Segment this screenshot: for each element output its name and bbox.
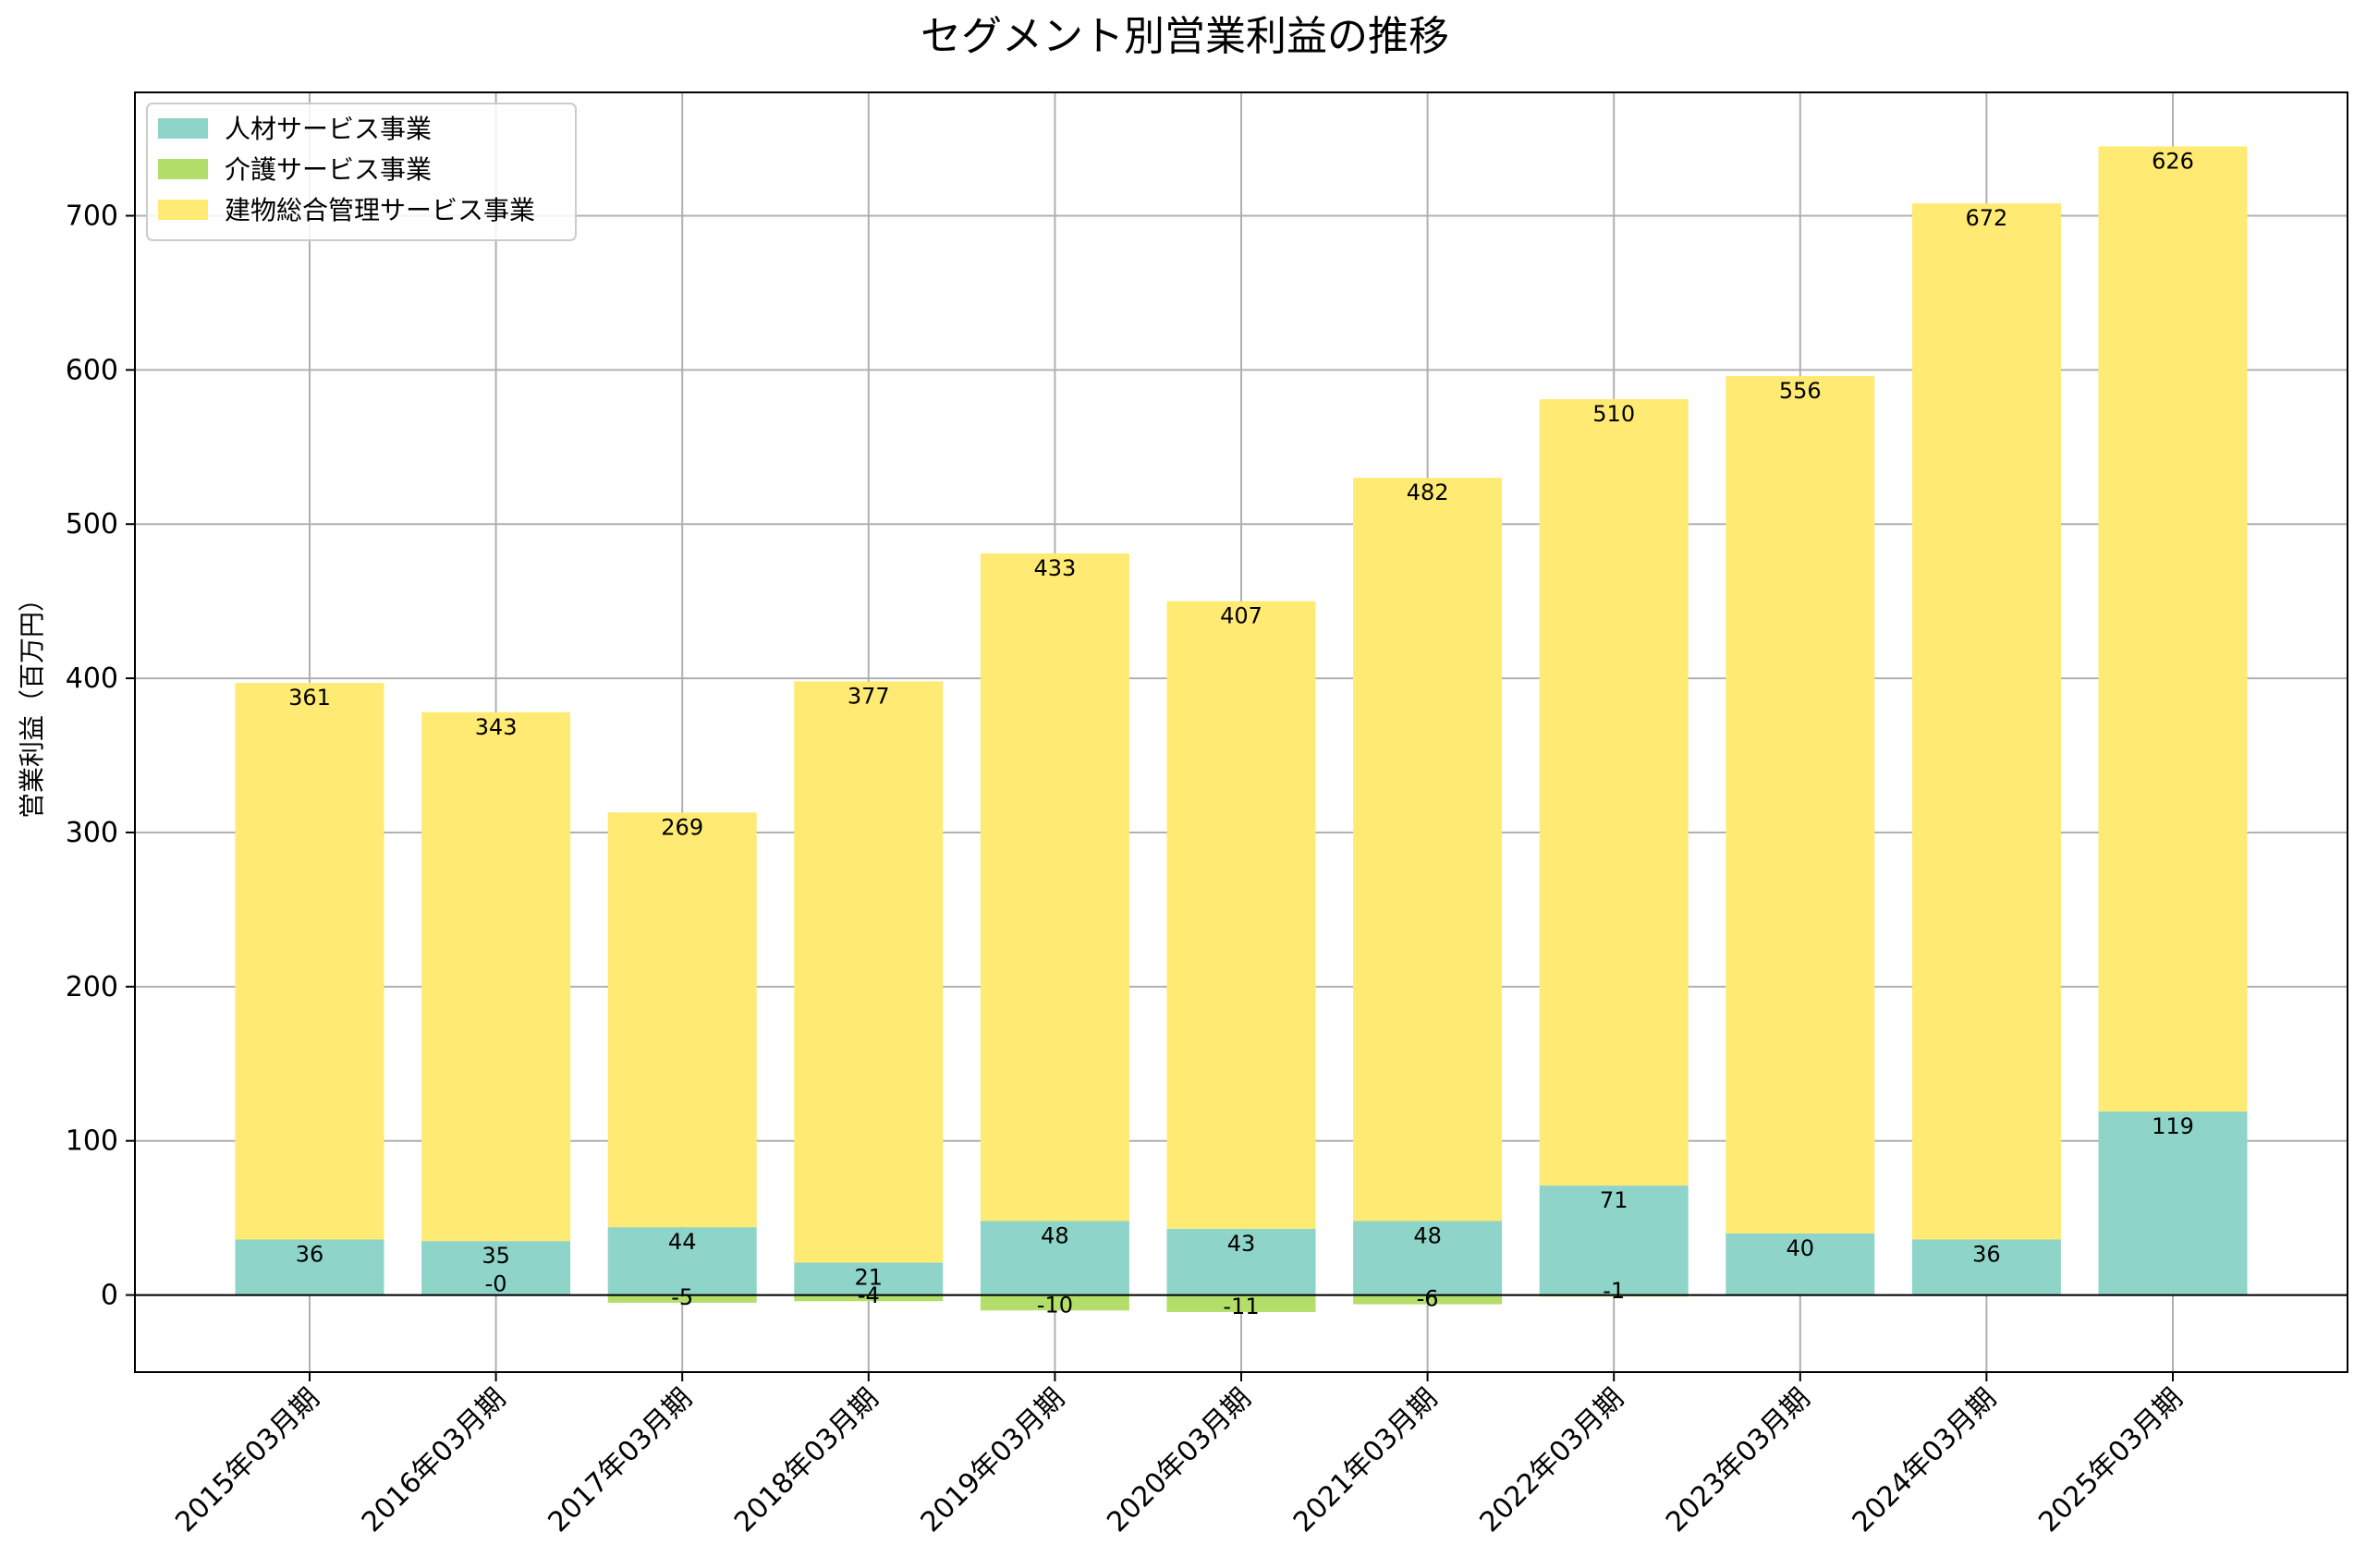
x-tick-label: 2021年03月期 (1287, 1382, 1444, 1538)
bar-segment (1539, 399, 1689, 1186)
legend-label: 人材サービス事業 (225, 114, 432, 144)
legend-label: 介護サービス事業 (225, 154, 432, 185)
bars-layer (235, 146, 2248, 1312)
data-label: -6 (1417, 1286, 1439, 1312)
data-label: 48 (1041, 1222, 1069, 1248)
bar-segment (2098, 146, 2248, 1112)
data-label: 269 (661, 814, 703, 840)
bar-segment (1166, 1228, 1316, 1295)
data-label: 71 (1600, 1187, 1628, 1213)
bar-segment (980, 1221, 1129, 1295)
data-label: 43 (1227, 1231, 1256, 1257)
y-tick-label: 0 (101, 1280, 118, 1312)
y-axis-title: 営業利益（百万円） (17, 586, 47, 819)
bar-segment (607, 1295, 757, 1303)
data-label: -0 (485, 1271, 507, 1297)
y-tick-label: 700 (66, 200, 118, 232)
x-tick-label: 2019年03月期 (915, 1382, 1071, 1538)
data-label: 361 (288, 685, 331, 711)
bar-segment (794, 1262, 944, 1295)
bar-segment (235, 1239, 384, 1295)
bar-segment (980, 1295, 1129, 1311)
legend-swatch (158, 200, 208, 220)
data-label: -10 (1037, 1292, 1073, 1318)
bar-segment (421, 1241, 571, 1295)
data-label: 36 (1972, 1241, 2001, 1267)
data-label: -11 (1223, 1294, 1259, 1319)
legend-swatch (158, 159, 208, 179)
data-label: 48 (1413, 1222, 1442, 1248)
data-label: 556 (1779, 378, 1822, 404)
bar-segment (1726, 376, 1875, 1234)
data-label: 36 (296, 1241, 324, 1267)
bar-segment (607, 1227, 757, 1295)
bar-segment (1353, 1221, 1503, 1295)
x-tick-label: 2023年03月期 (1660, 1382, 1816, 1538)
data-label: 35 (482, 1243, 510, 1269)
bar-segment (1166, 601, 1316, 1229)
bar-segment (1911, 203, 2061, 1240)
bar-segment (235, 683, 384, 1240)
x-tick-label: 2020年03月期 (1101, 1382, 1257, 1538)
bar-segment (1911, 1239, 2061, 1295)
x-tick-label: 2024年03月期 (1847, 1382, 2003, 1538)
x-tick-label: 2016年03月期 (356, 1382, 512, 1538)
bar-segment (607, 812, 757, 1228)
data-label: -5 (671, 1284, 693, 1310)
legend-label: 建物総合管理サービス事業 (225, 195, 535, 225)
legend-box (146, 103, 577, 241)
y-tick-label: 500 (66, 508, 118, 541)
y-tick-label: 300 (66, 817, 118, 849)
bar-segment (1353, 478, 1503, 1222)
x-tick-label: 2017年03月期 (542, 1382, 698, 1538)
bar-segment (980, 553, 1129, 1222)
data-label: 119 (2152, 1113, 2194, 1139)
data-label: 433 (1033, 555, 1076, 581)
y-tick-label: 400 (66, 662, 118, 695)
data-label: 510 (1592, 401, 1635, 427)
data-label: -1 (1603, 1278, 1625, 1304)
x-tick-label: 2015年03月期 (169, 1382, 325, 1538)
data-label: 343 (475, 714, 518, 740)
data-label: 626 (2152, 148, 2194, 174)
data-label: 482 (1407, 480, 1449, 505)
bar-segment (1539, 1185, 1689, 1295)
bar-segment (794, 1295, 944, 1302)
bar-segment (421, 711, 571, 1242)
data-label: 40 (1787, 1235, 1815, 1261)
data-label: 44 (668, 1229, 697, 1255)
x-tick-label: 2025年03月期 (2032, 1382, 2189, 1538)
bar-segment (1166, 1295, 1316, 1312)
bar-segment (2098, 1111, 2248, 1295)
x-tick-label: 2018年03月期 (728, 1382, 884, 1538)
x-tick-label: 2022年03月期 (1473, 1382, 1629, 1538)
data-label: 672 (1965, 205, 2007, 231)
data-label: 377 (848, 683, 890, 709)
chart-title: セグメント別営業利益の推移 (921, 13, 1449, 60)
data-label: 21 (855, 1265, 884, 1291)
y-tick-label: 600 (66, 354, 118, 386)
data-label: 407 (1220, 603, 1262, 629)
bar-segment (1353, 1295, 1503, 1305)
y-tick-label: 100 (66, 1125, 118, 1158)
bar-segment (1726, 1233, 1875, 1295)
bar-segment (794, 681, 944, 1263)
y-tick-label: 200 (66, 971, 118, 1003)
legend-swatch (158, 118, 208, 139)
